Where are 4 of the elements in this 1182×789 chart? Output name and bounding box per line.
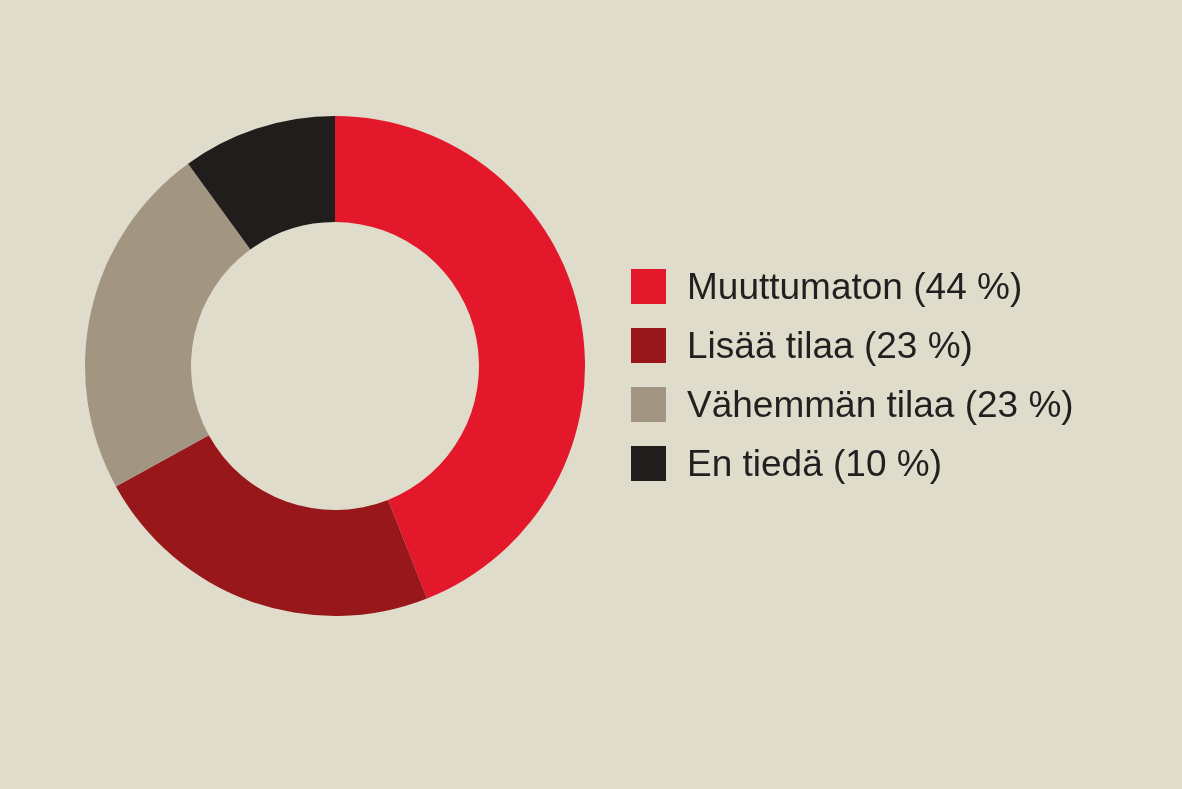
legend-label: Muuttumaton (44 %): [687, 266, 1023, 307]
legend-label: Vähemmän tilaa (23 %): [687, 384, 1074, 425]
legend-label: En tiedä (10 %): [687, 443, 943, 484]
legend-label: Lisää tilaa (23 %): [687, 325, 973, 366]
